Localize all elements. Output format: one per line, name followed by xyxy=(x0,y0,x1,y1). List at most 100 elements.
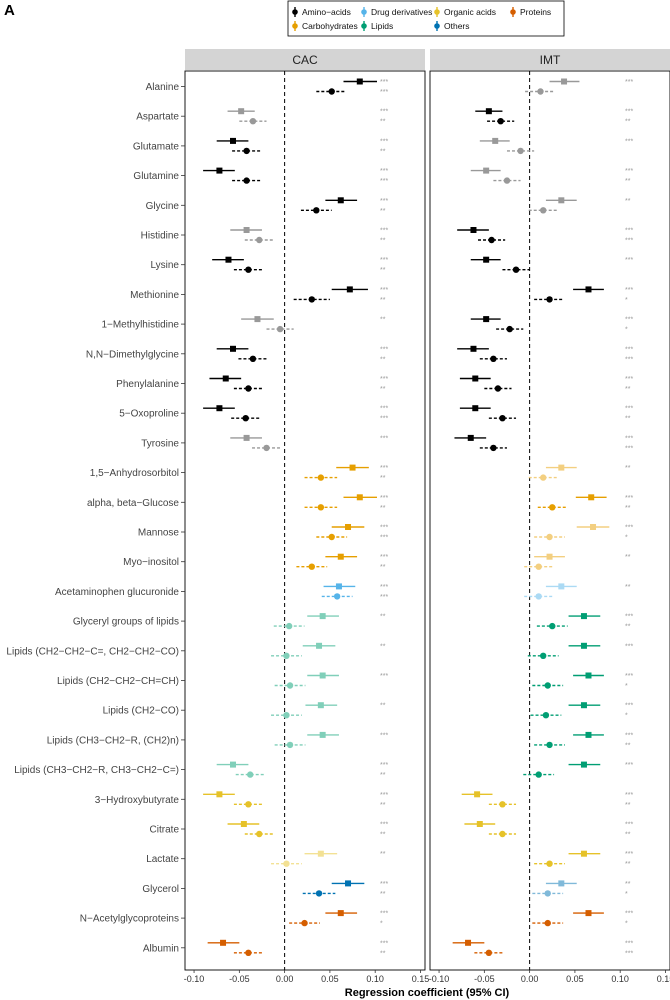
estimate-square-model1 xyxy=(580,702,587,709)
estimate-square-model1 xyxy=(345,880,352,887)
significance-label: ** xyxy=(625,554,631,561)
significance-label: * xyxy=(625,921,628,928)
significance-label: *** xyxy=(625,822,633,829)
x-tick-label: -0.10 xyxy=(184,974,205,984)
significance-label: ** xyxy=(380,238,386,245)
estimate-dot-model2 xyxy=(317,474,325,481)
estimate-square-model1 xyxy=(485,108,492,115)
panel-frame xyxy=(429,70,670,971)
metabolite-label: Aspartate xyxy=(136,112,179,123)
estimate-square-model1 xyxy=(467,434,474,441)
x-tick-label: 0.05 xyxy=(566,974,584,984)
estimate-dot-model2 xyxy=(247,771,254,778)
significance-label: * xyxy=(380,921,383,928)
significance-label: *** xyxy=(625,356,633,363)
estimate-square-model1 xyxy=(243,227,250,233)
significance-label: ** xyxy=(380,891,386,898)
panel-strip-imt xyxy=(430,49,670,70)
estimate-square-model1 xyxy=(585,672,592,679)
significance-label: *** xyxy=(380,89,388,96)
estimate-dot-model2 xyxy=(546,296,553,303)
significance-label: ** xyxy=(380,851,386,858)
significance-label: *** xyxy=(625,911,633,918)
estimate-dot-model2 xyxy=(546,533,553,541)
significance-label: ** xyxy=(380,267,386,274)
x-tick-label: 0.05 xyxy=(321,974,339,984)
metabolite-label: Lipids (CH3−CH2−R, (CH2)n) xyxy=(47,735,179,746)
significance-label: ** xyxy=(625,119,631,126)
estimate-square-model1 xyxy=(580,761,587,768)
estimate-square-model1 xyxy=(316,642,323,649)
estimate-square-model1 xyxy=(337,197,344,204)
estimate-square-model1 xyxy=(356,494,363,501)
metabolite-label: Lipids (CH2−CH2−CH=CH) xyxy=(57,676,179,687)
significance-label: ** xyxy=(625,832,631,839)
significance-label: *** xyxy=(380,228,388,235)
estimate-dot-model2 xyxy=(301,919,308,927)
significance-label: ** xyxy=(625,624,631,631)
metabolite-label: Albumin xyxy=(143,943,179,954)
estimate-square-model1 xyxy=(590,524,597,530)
significance-label: ** xyxy=(625,198,631,205)
significance-label: *** xyxy=(625,643,633,650)
significance-label: *** xyxy=(380,535,388,542)
metabolite-label: Acetaminophen glucuronide xyxy=(55,587,179,598)
estimate-dot-model2 xyxy=(249,355,257,362)
metabolite-label: 3−Hydroxybutyrate xyxy=(95,795,180,806)
estimate-dot-model2 xyxy=(245,949,252,956)
metabolite-label: Tyrosine xyxy=(141,438,179,449)
significance-label: ** xyxy=(625,465,631,472)
significance-label: ** xyxy=(625,861,631,868)
estimate-square-model1 xyxy=(349,464,356,471)
significance-label: *** xyxy=(380,495,388,502)
metabolite-label: N−Acetylglycoproteins xyxy=(80,914,179,925)
legend-key-dot xyxy=(510,9,516,15)
significance-label: ** xyxy=(625,386,631,393)
significance-label: *** xyxy=(625,525,633,532)
estimate-dot-model2 xyxy=(544,919,551,927)
estimate-dot-model2 xyxy=(499,415,506,422)
estimate-dot-model2 xyxy=(328,88,335,95)
estimate-square-model1 xyxy=(230,137,236,144)
legend-item-label: Amino−acids xyxy=(302,7,351,17)
estimate-dot-model2 xyxy=(315,890,323,897)
estimate-dot-model2 xyxy=(542,712,550,719)
estimate-dot-model2 xyxy=(490,355,497,362)
estimate-dot-model2 xyxy=(256,830,263,838)
significance-label: ** xyxy=(625,416,631,423)
significance-label: *** xyxy=(380,822,388,829)
metabolite-label: Glutamine xyxy=(133,171,179,182)
estimate-square-model1 xyxy=(230,761,236,768)
metabolite-label: Lipids (CH2−CH2−C=, CH2−CH2−CO) xyxy=(6,646,179,657)
estimate-dot-model2 xyxy=(540,474,547,481)
estimate-square-model1 xyxy=(222,375,229,382)
significance-label: *** xyxy=(380,940,388,947)
legend-item-label: Lipids xyxy=(371,21,393,31)
legend-key-dot xyxy=(434,23,440,29)
estimate-dot-model2 xyxy=(494,385,502,392)
estimate-square-model1 xyxy=(476,821,483,827)
estimate-dot-model2 xyxy=(544,682,551,689)
significance-label: *** xyxy=(380,911,388,918)
estimate-square-model1 xyxy=(216,405,223,412)
significance-label: *** xyxy=(625,673,633,680)
estimate-square-model1 xyxy=(240,821,247,827)
estimate-dot-model2 xyxy=(276,325,284,333)
legend-box xyxy=(287,0,565,37)
legend-key-dot xyxy=(434,9,440,15)
significance-label: ** xyxy=(380,614,386,621)
significance-label: * xyxy=(625,713,628,720)
metabolite-label: Glycerol xyxy=(142,884,179,895)
estimate-dot-model2 xyxy=(283,652,290,659)
estimate-dot-model2 xyxy=(546,741,553,749)
legend-key-dot xyxy=(292,23,298,29)
significance-label: * xyxy=(625,683,628,690)
estimate-square-model1 xyxy=(472,375,479,382)
significance-label: ** xyxy=(380,772,386,779)
legend-key-dot xyxy=(292,9,298,15)
estimate-square-model1 xyxy=(225,256,232,263)
estimate-square-model1 xyxy=(230,345,236,352)
significance-label: *** xyxy=(625,238,633,245)
significance-label: *** xyxy=(625,376,633,383)
significance-label: ** xyxy=(625,178,631,185)
